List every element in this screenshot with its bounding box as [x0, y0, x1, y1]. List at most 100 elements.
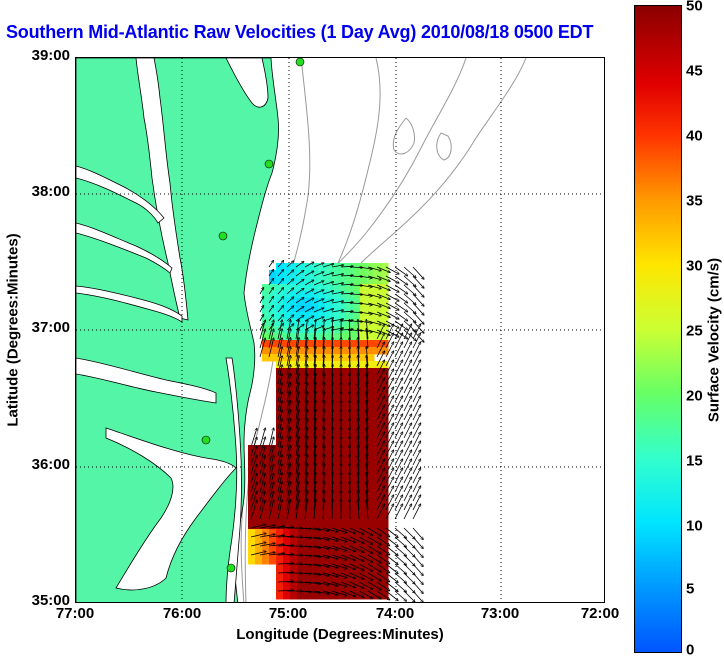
velocity-cell — [318, 578, 326, 586]
velocity-cell — [332, 438, 340, 446]
velocity-cell — [297, 375, 305, 383]
velocity-vector — [259, 305, 264, 313]
colorbar-tick: 50 — [686, 0, 703, 15]
velocity-cell — [339, 445, 347, 453]
velocity-cell — [367, 424, 375, 432]
velocity-cell — [276, 361, 284, 369]
velocity-cell — [318, 326, 326, 334]
velocity-cell — [360, 543, 368, 551]
velocity-cell — [276, 592, 284, 600]
velocity-vector — [385, 486, 394, 502]
velocity-vector — [385, 581, 398, 592]
velocity-cell — [311, 319, 319, 327]
velocity-vector — [385, 563, 398, 574]
velocity-vector — [340, 545, 355, 552]
velocity-cell — [332, 473, 340, 481]
site-marker — [295, 58, 305, 67]
velocity-cell — [276, 312, 284, 320]
velocity-vector — [304, 563, 320, 566]
velocity-vector — [376, 504, 385, 520]
y-tick-38: 38:00 — [31, 183, 70, 200]
velocity-cell — [374, 508, 382, 516]
velocity-cell — [360, 487, 368, 495]
velocity-cell — [297, 508, 305, 516]
velocity-vector — [403, 293, 416, 305]
velocity-cell — [304, 319, 312, 327]
velocity-cell — [381, 277, 389, 285]
velocity-cell — [290, 508, 298, 516]
velocity-vector — [394, 360, 403, 376]
velocity-cell — [262, 473, 270, 481]
velocity-cell — [381, 270, 389, 278]
velocity-cell — [325, 480, 333, 488]
velocity-cell — [297, 529, 305, 537]
velocity-cell — [367, 522, 375, 530]
velocity-cell — [353, 319, 361, 327]
velocity-cell — [325, 396, 333, 404]
velocity-vector — [250, 542, 266, 547]
velocity-vector — [350, 499, 351, 520]
velocity-cell — [353, 333, 361, 341]
velocity-vector — [394, 405, 403, 421]
velocity-cell — [304, 270, 312, 278]
velocity-cell — [360, 438, 368, 446]
velocity-cell — [255, 473, 263, 481]
velocity-cell — [318, 263, 326, 271]
velocity-cell — [367, 459, 375, 467]
velocity-cell — [339, 389, 347, 397]
velocity-vector — [340, 527, 355, 534]
velocity-cell — [311, 312, 319, 320]
velocity-cell — [332, 515, 340, 523]
velocity-cell — [290, 536, 298, 544]
radar-sites — [201, 58, 305, 573]
velocity-cell — [332, 382, 340, 390]
velocity-vector — [376, 477, 385, 493]
velocity-vector — [412, 504, 421, 520]
velocity-vector — [358, 572, 373, 580]
velocity-vector — [376, 396, 385, 412]
velocity-cell — [262, 284, 270, 292]
velocity-cell — [332, 417, 340, 425]
velocity-cell — [290, 298, 298, 306]
velocity-cell — [374, 263, 382, 271]
velocity-cell — [346, 578, 354, 586]
velocity-cell — [381, 585, 389, 593]
velocity-vector — [322, 554, 338, 559]
velocity-cell — [353, 284, 361, 292]
velocity-vector — [385, 275, 399, 283]
velocity-cell — [297, 263, 305, 271]
velocity-cell — [297, 557, 305, 565]
velocity-cell — [304, 515, 312, 523]
velocity-cell — [255, 536, 263, 544]
velocity-cell — [367, 508, 375, 516]
velocity-cell — [283, 585, 291, 593]
velocity-cell — [374, 382, 382, 390]
velocity-cell — [325, 403, 333, 411]
velocity-cell — [304, 438, 312, 446]
velocity-cell — [269, 284, 277, 292]
velocity-cell — [290, 291, 298, 299]
velocity-vector — [412, 414, 421, 430]
velocity-cell — [318, 312, 326, 320]
velocity-cell — [255, 494, 263, 502]
velocity-vector — [412, 266, 424, 279]
velocity-vector — [376, 545, 390, 555]
velocity-vector — [376, 387, 385, 403]
velocity-vector — [331, 274, 344, 277]
velocity-cell — [374, 305, 382, 313]
velocity-cell — [318, 494, 326, 502]
velocity-cell — [381, 417, 389, 425]
velocity-vector — [268, 305, 274, 313]
velocity-cell — [297, 396, 305, 404]
velocity-cell — [339, 592, 347, 600]
velocity-vector — [394, 275, 408, 285]
velocity-vector — [385, 293, 399, 301]
velocity-cell — [353, 592, 361, 600]
velocity-cell — [353, 578, 361, 586]
velocity-vector — [394, 527, 407, 538]
velocity-vector — [367, 266, 381, 271]
velocity-vector — [259, 543, 275, 547]
velocity-cell — [262, 466, 270, 474]
velocity-vector — [394, 581, 407, 592]
velocity-vector — [385, 536, 398, 547]
